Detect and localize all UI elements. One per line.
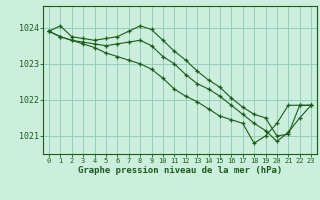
X-axis label: Graphe pression niveau de la mer (hPa): Graphe pression niveau de la mer (hPa) xyxy=(78,166,282,175)
